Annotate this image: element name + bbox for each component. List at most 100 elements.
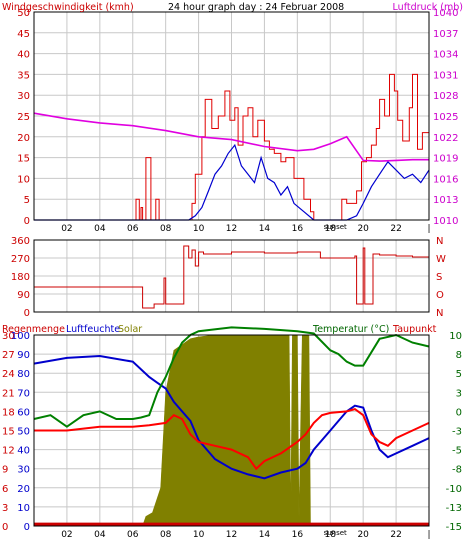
temperature-y-tick-label: 3 [456,388,462,399]
x-end-marker: | [427,530,430,540]
pressure-y-tick-label: 1013 [433,195,458,206]
temperature-y-tick-label: -13 [446,503,462,514]
x-tick-label: 04 [94,530,106,540]
pressure-y-tick-label: 1025 [433,112,458,123]
rain-y-tick-label: 3 [2,503,8,514]
x-tick-label: 14 [259,530,271,540]
x-tick-label: 22 [390,530,401,540]
temperature-y-tick-label: -8 [452,465,462,476]
humidity-y-tick-label: 100 [11,331,30,342]
x-tick-label: 08 [160,224,172,234]
x-tick-label: 02 [61,530,72,540]
wind-y-tick-label: 15 [17,154,30,165]
solar-title: Solar [118,324,142,335]
wind-y-tick-label: 35 [17,70,30,81]
dewpoint-line [34,408,430,471]
temperature-y-tick-label: -15 [446,522,462,533]
pressure-y-tick-label: 1016 [433,174,458,185]
x-tick-label: 06 [127,224,139,234]
pressure-y-tick-label: 1034 [433,50,458,61]
temperature-y-tick-label: 10 [449,331,462,342]
x-tick-label: 22 [390,224,401,234]
panel3-frame [33,334,430,527]
temperature-y-tick-label: 5 [456,369,462,380]
x-tick-label: 18 [325,224,337,234]
panel1-grid [34,12,429,220]
wind-gust-line [34,143,430,221]
rain-title: Regenmenge [2,324,65,335]
x-tick-label: 16 [292,530,304,540]
wind-y-tick-label: 10 [17,174,30,185]
period-title: 24 hour graph day : 24 Februar 2008 [168,2,344,13]
temperature-y-tick-label: 8 [456,350,462,361]
pressure-y-tick-label: 1031 [433,70,458,81]
humidity-y-tick-label: 20 [17,484,30,495]
series-lines [33,73,430,526]
panel2-grid [34,240,429,312]
compass-y-tick-label: N [436,308,443,319]
rain-y-tick-label: 30 [2,331,15,342]
compass-y-tick-label: O [436,290,444,301]
dewpoint-title: Taupunkt [392,324,437,335]
x-tick-label: 04 [94,224,106,234]
pressure-y-tick-label: 1019 [433,154,458,165]
temperature-y-tick-label: 0 [456,407,462,418]
x-tick-label: 02 [61,224,72,234]
wind-y-tick-label: 40 [17,50,30,61]
compass-y-tick-label: N [436,236,443,247]
humidity-y-tick-label: 60 [17,407,30,418]
wind-y-tick-label: 50 [17,8,30,19]
humidity-line [33,354,430,480]
pressure-y-tick-label: 1040 [433,8,458,19]
wind-y-tick-label: 30 [17,91,30,102]
humidity-y-tick-label: 40 [17,446,30,457]
wind-title: Windgeschwindigkeit (kmh) [2,2,134,13]
humidity-y-tick-label: 50 [17,427,30,438]
humidity-y-tick-label: 70 [17,388,30,399]
x-tick-label: 06 [127,530,139,540]
direction-y-tick-label: 90 [17,290,30,301]
tick-labels: 0510152025303540455010101013101610191022… [2,8,462,540]
pressure-y-tick-label: 1037 [433,29,458,40]
pressure-y-tick-label: 1028 [433,91,458,102]
x-tick-label: 16 [292,224,304,234]
rain-y-tick-label: 9 [2,465,8,476]
wind-y-tick-label: 45 [17,29,30,40]
rain-y-tick-label: 6 [2,484,8,495]
temperature-y-tick-label: -10 [446,484,462,495]
temperature-title: Temperatur (°C) [312,324,389,335]
x-tick-label: 14 [259,224,271,234]
rain-y-tick-label: 0 [2,522,8,533]
x-tick-label: 20 [357,530,369,540]
x-tick-label: 08 [160,530,172,540]
direction-y-tick-label: 0 [24,308,30,319]
wind-y-tick-label: 0 [24,216,30,227]
wind-y-tick-label: 20 [17,133,30,144]
x-end-marker: | [427,224,430,234]
sunset-label: sunset [324,529,347,537]
x-tick-label: 10 [193,530,205,540]
rain-y-tick-label: 15 [2,427,15,438]
pressure-y-tick-label: 1010 [433,216,458,227]
rain-y-tick-label: 24 [2,369,15,380]
humidity-title: Luftfeuchte [66,324,120,335]
panel1-frame [33,11,430,221]
humidity-y-tick-label: 80 [17,369,30,380]
x-tick-label: 12 [226,530,237,540]
compass-y-tick-label: W [436,254,446,265]
rain-y-tick-label: 27 [2,350,15,361]
x-tick-label: 12 [226,224,237,234]
sunset-label: sunset [324,223,347,231]
wind-direction-line [34,245,430,309]
rain-y-tick-label: 12 [2,446,15,457]
pressure-y-tick-label: 1022 [433,133,458,144]
wind-y-tick-label: 25 [17,112,30,123]
humidity-y-tick-label: 0 [24,522,30,533]
pressure-title: Luftdruck (mb) [393,2,463,13]
wind-y-tick-label: 5 [24,195,30,206]
direction-y-tick-label: 180 [11,272,30,283]
panel2-frame [33,239,430,313]
humidity-y-tick-label: 10 [17,503,30,514]
compass-y-tick-label: S [436,272,442,283]
